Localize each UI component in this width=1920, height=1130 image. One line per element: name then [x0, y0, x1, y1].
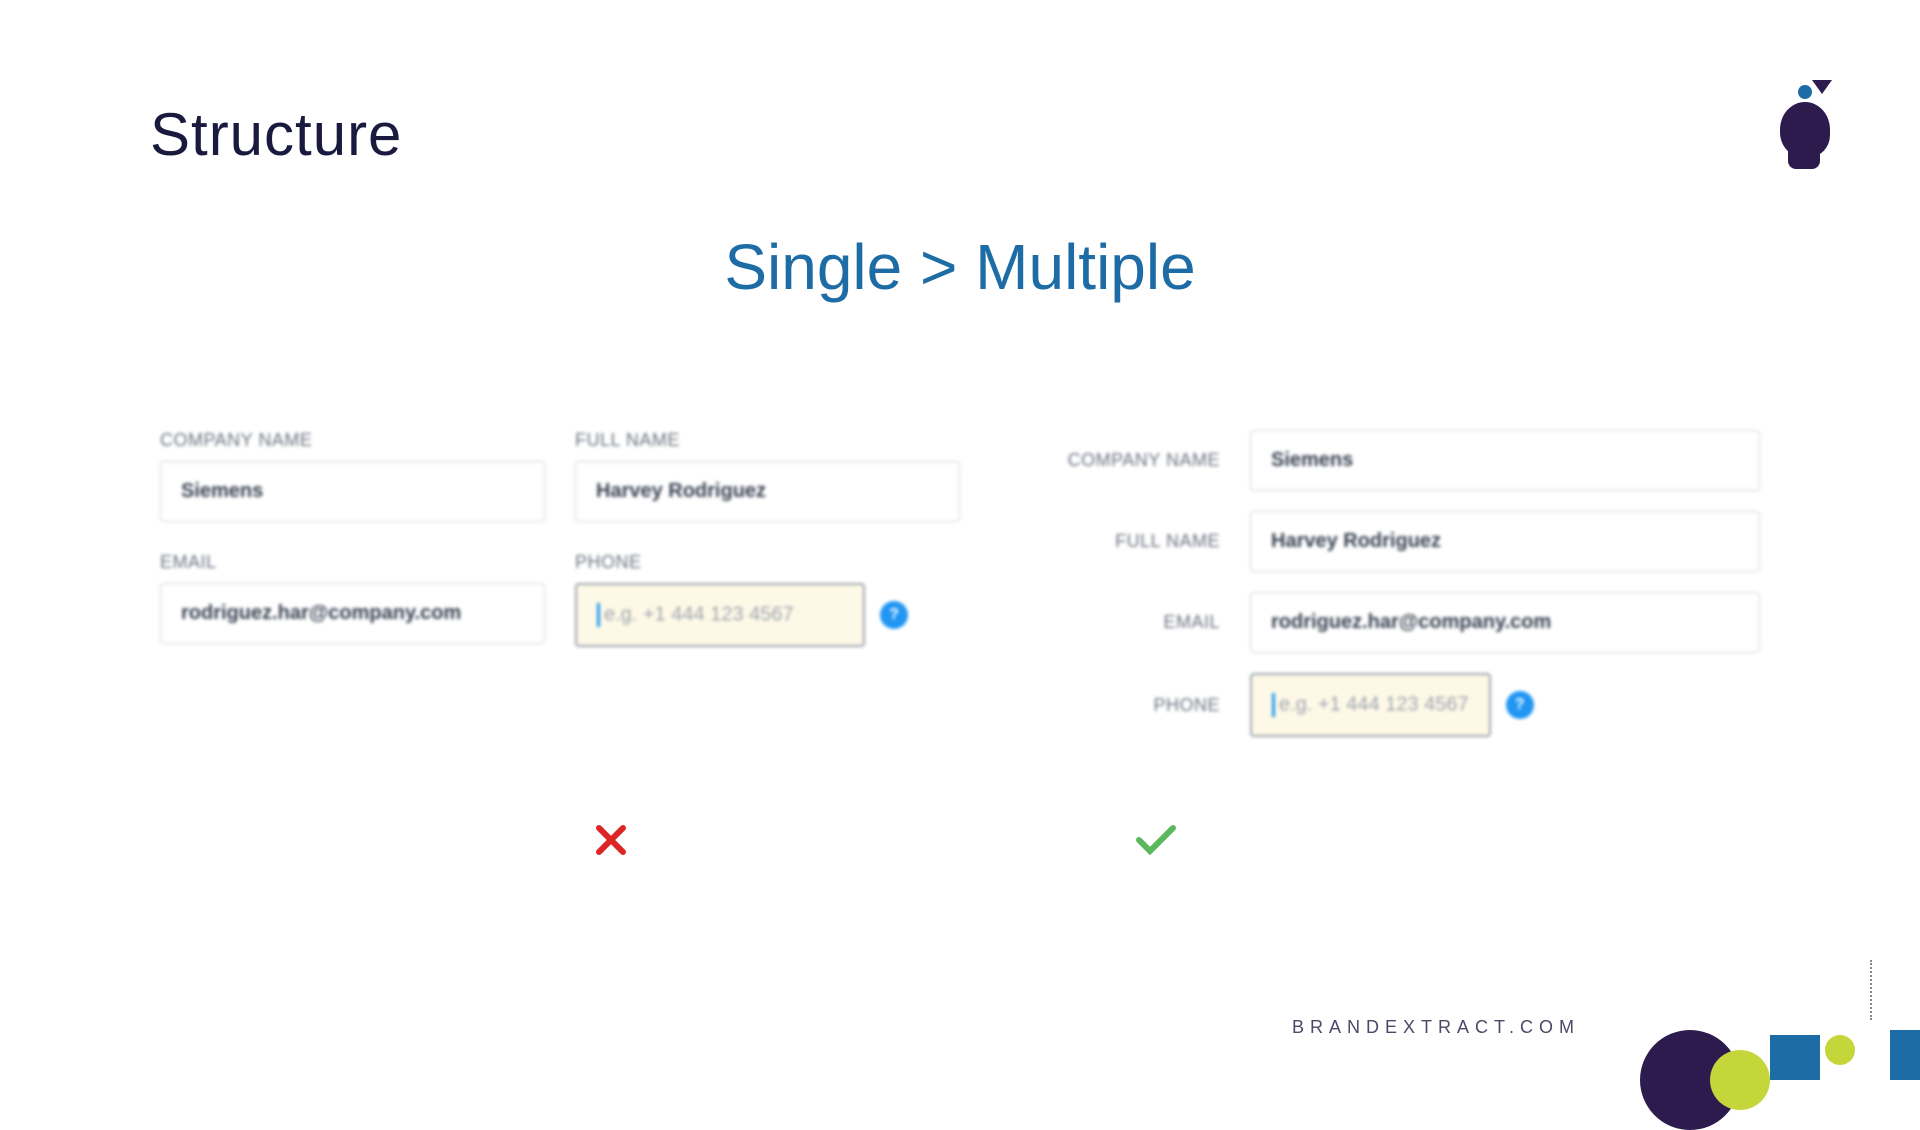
- full-name-input[interactable]: Harvey Rodriguez: [1250, 511, 1760, 572]
- text-cursor: [597, 603, 600, 627]
- phone-input[interactable]: e.g. +1 444 123 4567: [575, 583, 865, 647]
- footer-decoration: [1640, 1000, 1920, 1080]
- form-single-column: COMPANY NAME Siemens FULL NAME Harvey Ro…: [1040, 430, 1760, 757]
- email-field: EMAIL rodriguez.har@company.com: [160, 552, 545, 647]
- phone-label: PHONE: [1040, 695, 1220, 716]
- help-icon[interactable]: ?: [880, 601, 908, 629]
- forms-comparison: COMPANY NAME Siemens FULL NAME Harvey Ro…: [0, 430, 1920, 757]
- subtitle: Single > Multiple: [724, 230, 1195, 304]
- page-title: Structure: [150, 100, 402, 169]
- full-name-label: FULL NAME: [1040, 531, 1220, 552]
- text-cursor: [1272, 693, 1275, 717]
- full-name-input[interactable]: Harvey Rodriguez: [575, 461, 960, 522]
- company-name-label: COMPANY NAME: [1040, 450, 1220, 471]
- full-name-field: FULL NAME Harvey Rodriguez: [575, 430, 960, 522]
- email-label: EMAIL: [1040, 612, 1220, 633]
- phone-field: PHONE e.g. +1 444 123 4567 ?: [575, 552, 960, 647]
- company-name-label: COMPANY NAME: [160, 430, 545, 451]
- email-label: EMAIL: [160, 552, 545, 573]
- form-multi-column: COMPANY NAME Siemens FULL NAME Harvey Ro…: [160, 430, 960, 757]
- company-name-field: COMPANY NAME Siemens: [160, 430, 545, 522]
- footer-url: BRANDEXTRACT.COM: [1292, 1017, 1580, 1038]
- brand-logo: [1780, 80, 1840, 160]
- email-input[interactable]: rodriguez.har@company.com: [160, 583, 545, 644]
- company-name-input[interactable]: Siemens: [160, 461, 545, 522]
- check-icon: [1133, 820, 1179, 871]
- x-icon: [591, 820, 631, 871]
- phone-label: PHONE: [575, 552, 960, 573]
- help-icon[interactable]: ?: [1506, 691, 1534, 719]
- full-name-label: FULL NAME: [575, 430, 960, 451]
- status-indicators: [0, 820, 1920, 871]
- phone-input[interactable]: e.g. +1 444 123 4567: [1250, 673, 1491, 737]
- company-name-input[interactable]: Siemens: [1250, 430, 1760, 491]
- email-input[interactable]: rodriguez.har@company.com: [1250, 592, 1760, 653]
